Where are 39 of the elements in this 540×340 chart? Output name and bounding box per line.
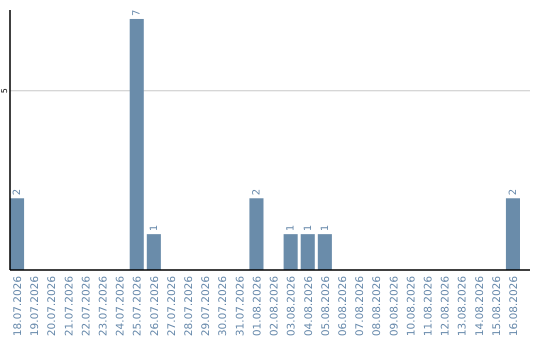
x-tick-label: 05.08.2026: [320, 276, 332, 336]
x-tick-label: 16.08.2026: [508, 276, 520, 336]
x-tick-label: 10.08.2026: [405, 276, 418, 336]
x-tick-label: 01.08.2026: [251, 276, 264, 336]
x-tick-label: 07.08.2026: [354, 276, 366, 336]
x-tick-label: 11.08.2026: [422, 276, 434, 336]
data-label: 2: [508, 188, 519, 196]
x-tick-label: 27.07.2026: [166, 276, 178, 336]
x-tick-label: 26.07.2026: [148, 276, 161, 336]
x-tick-label: 09.08.2026: [388, 276, 400, 336]
data-label: 7: [132, 10, 143, 16]
x-tick-label: 06.08.2026: [336, 276, 349, 336]
x-tick-label: 03.08.2026: [286, 276, 298, 336]
x-tick-label: 08.08.2026: [371, 276, 384, 336]
data-label: 1: [286, 224, 297, 232]
x-tick-label: 22.07.2026: [80, 276, 92, 336]
x-tick-label: 02.08.2026: [268, 276, 281, 336]
data-label: 2: [12, 188, 24, 196]
data-label: 1: [320, 224, 331, 232]
data-label: 1: [148, 224, 160, 232]
x-tick-label: 15.08.2026: [490, 276, 503, 336]
x-tick-label: 30.07.2026: [217, 276, 230, 336]
x-tick-label: 25.07.2026: [132, 276, 144, 336]
x-tick-label: 23.07.2026: [98, 276, 110, 336]
x-tick-label: 18.07.2026: [12, 276, 24, 336]
x-tick-label: 21.07.2026: [63, 276, 76, 336]
x-tick-label: 14.08.2026: [474, 276, 486, 336]
x-tick-label: 24.07.2026: [114, 276, 127, 336]
x-tick-label: 31.07.2026: [234, 276, 246, 336]
x-tick-label: 29.07.2026: [200, 276, 212, 336]
x-tick-label: 13.08.2026: [456, 276, 469, 336]
y-tick-label: 5: [0, 88, 9, 94]
x-tick-label: 04.08.2026: [302, 276, 315, 336]
x-tick-label: 19.07.2026: [29, 276, 42, 336]
x-tick-label: 12.08.2026: [440, 276, 452, 336]
x-tick-label: 20.07.2026: [46, 276, 58, 336]
data-label: 2: [251, 188, 262, 196]
x-tick-label: 28.07.2026: [183, 276, 196, 336]
data-label: 1: [302, 224, 314, 232]
